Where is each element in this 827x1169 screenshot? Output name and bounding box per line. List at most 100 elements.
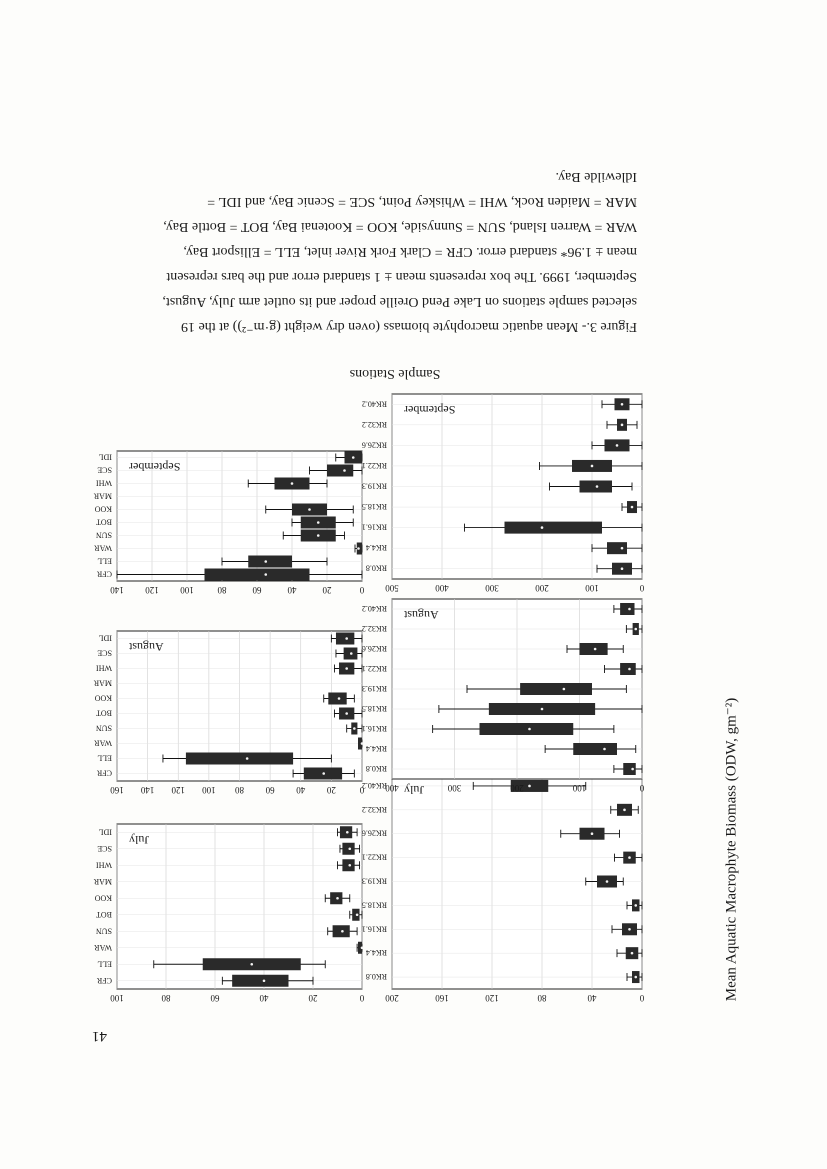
mean-marker xyxy=(620,567,624,571)
mean-marker xyxy=(336,896,339,900)
y-tick-label: 160 xyxy=(435,993,449,1003)
panel-month-label: August xyxy=(403,608,438,622)
y-tick-label: 0 xyxy=(359,585,364,595)
x-axis-title: Sample Stations xyxy=(349,366,441,381)
y-tick-label: 120 xyxy=(171,785,185,795)
mean-marker xyxy=(348,863,352,867)
mean-marker xyxy=(345,667,348,670)
mean-marker xyxy=(353,727,356,730)
mean-marker xyxy=(590,464,594,468)
y-tick-label: 400 xyxy=(435,583,449,593)
se-box xyxy=(248,555,292,568)
y-tick-label: 100 xyxy=(572,783,586,793)
chart-panel-august-lake: 0 20 40 60 80 100 120 140 160 CFR ELL WAR SUN BOT KOO M… xyxy=(93,630,364,795)
station-label: BOT xyxy=(96,518,112,527)
y-tick-label: 200 xyxy=(385,993,399,1003)
se-box xyxy=(185,752,294,765)
station-label: SCE xyxy=(97,466,112,475)
se-box xyxy=(335,632,355,645)
station-label: SCE xyxy=(97,649,112,658)
se-box xyxy=(479,723,574,735)
station-label: SUN xyxy=(96,926,112,935)
station-label: RK26.6 xyxy=(362,829,387,838)
y-tick-label: 200 xyxy=(510,783,524,793)
se-box xyxy=(328,692,347,705)
mean-marker xyxy=(620,402,624,406)
se-box xyxy=(573,743,617,755)
chart-panel-september-river: 0 100 200 300 400 500 RK0.8 RK4.4 RK16.1 RK18.5 RK… xyxy=(362,393,644,593)
station-label: RK40.2 xyxy=(362,781,387,790)
se-box xyxy=(520,683,592,695)
caption-line: Idlewilde Bay. xyxy=(555,169,637,184)
station-label: RK0.8 xyxy=(366,972,387,981)
station-label: RK0.8 xyxy=(366,564,387,573)
y-tick-label: 0 xyxy=(359,785,364,795)
y-tick-label: 100 xyxy=(110,993,124,1003)
chart-panel-september-lake: 0 20 40 60 80 100 120 140 CFR ELL WAR SUN BOT KOO MAR W… xyxy=(93,450,364,595)
station-label: RK4.4 xyxy=(366,948,387,957)
caption-line: MAR = Maiden Rock, WHI = Whiskey Point, … xyxy=(207,194,637,209)
station-label: RK0.8 xyxy=(366,764,387,773)
mean-marker xyxy=(540,707,544,711)
station-label: BOT xyxy=(96,910,112,919)
station-label: RK4.4 xyxy=(366,543,387,552)
caption-line: WAR = Warren Island, SUN = Sunnyside, KO… xyxy=(163,219,637,234)
panel-month-label: July xyxy=(129,833,149,847)
y-tick-label: 0 xyxy=(639,583,644,593)
station-label: RK16.1 xyxy=(362,523,387,532)
station-label: RK19.3 xyxy=(362,684,387,693)
mean-marker xyxy=(341,929,344,933)
station-label: KOO xyxy=(94,893,112,902)
y-tick-label: 60 xyxy=(252,585,262,595)
station-label: MAR xyxy=(93,492,112,501)
station-label: IDL xyxy=(99,827,112,836)
station-label: WAR xyxy=(94,739,112,748)
se-box xyxy=(623,763,636,775)
mean-marker xyxy=(348,847,352,851)
mean-marker xyxy=(345,830,349,834)
station-label: ELL xyxy=(97,959,112,968)
se-box xyxy=(607,542,627,555)
se-box xyxy=(204,568,310,581)
station-label: RK19.3 xyxy=(362,877,387,886)
y-tick-label: 40 xyxy=(287,585,297,595)
station-label: SCE xyxy=(97,844,112,853)
y-axis-title: Mean Aquatic Macrophyte Biomass (ODW, gm… xyxy=(723,697,740,1002)
station-label: RK26.6 xyxy=(362,440,387,449)
y-tick-label: 140 xyxy=(110,585,124,595)
y-tick-label: 160 xyxy=(110,785,124,795)
station-label: BOT xyxy=(96,709,112,718)
se-box xyxy=(358,737,362,750)
se-box xyxy=(620,603,635,615)
mean-marker xyxy=(264,573,268,576)
station-label: RK22.1 xyxy=(362,461,387,470)
station-label: WHI xyxy=(96,664,112,673)
station-label: CFR xyxy=(96,570,112,579)
figure-caption: Figure 3.- Mean aquatic macrophyte bioma… xyxy=(117,164,637,339)
station-label: RK22.1 xyxy=(362,853,387,862)
y-tick-label: 400 xyxy=(385,783,399,793)
mean-marker xyxy=(634,975,638,979)
station-label: RK32.2 xyxy=(362,805,387,814)
y-tick-label: 0 xyxy=(359,993,364,1003)
station-label: RK22.1 xyxy=(362,664,387,673)
page-number: 41 xyxy=(92,1028,107,1044)
y-tick-label: 100 xyxy=(180,585,194,595)
y-tick-label: 100 xyxy=(585,583,599,593)
mean-marker xyxy=(630,951,634,955)
mean-marker xyxy=(590,832,594,836)
mean-marker xyxy=(290,482,294,485)
station-label: RK26.6 xyxy=(362,644,387,653)
y-tick-label: 80 xyxy=(161,993,171,1003)
y-tick-label: 80 xyxy=(217,585,227,595)
mean-marker xyxy=(634,904,638,907)
y-tick-label: 0 xyxy=(639,783,644,793)
se-box xyxy=(579,643,608,655)
mean-marker xyxy=(562,687,566,691)
y-tick-label: 120 xyxy=(485,993,499,1003)
y-tick-label: 40 xyxy=(587,993,597,1003)
mean-marker xyxy=(360,742,364,745)
panel-month-label: August xyxy=(128,640,163,654)
